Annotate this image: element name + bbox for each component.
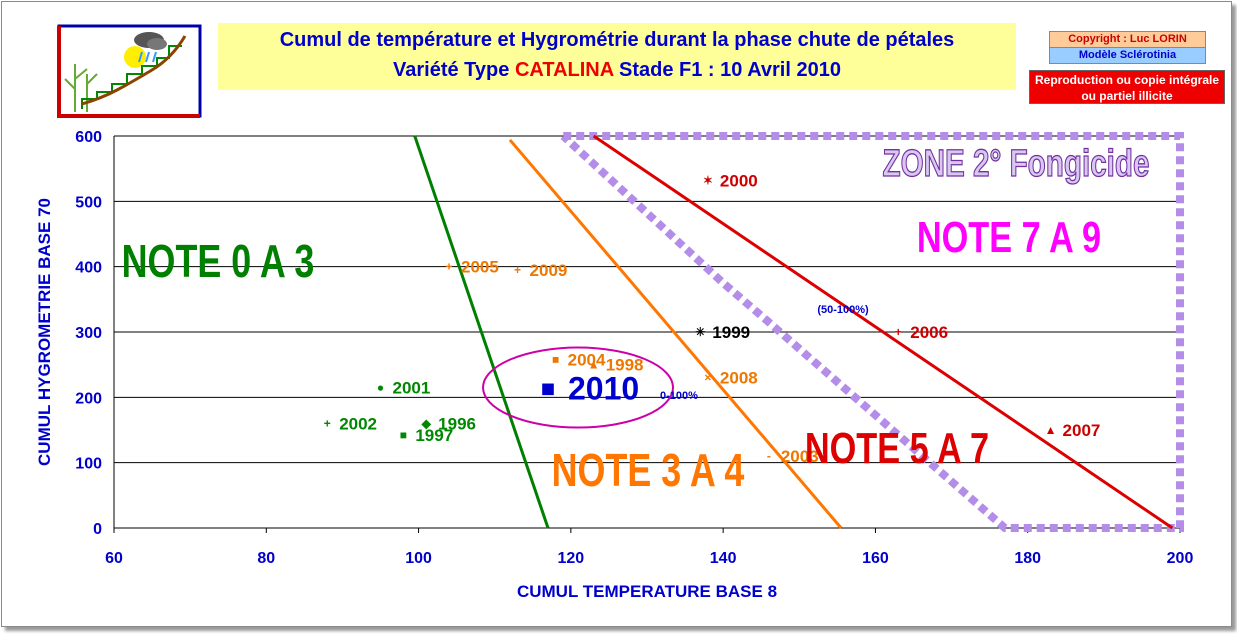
x-tick-label: 160 — [862, 550, 889, 567]
y-tick-label: 600 — [75, 129, 102, 146]
range-50-100-label: (50-100%) — [817, 304, 869, 316]
point-2003-label: 2003 — [781, 447, 819, 466]
point-2001-marker: ● — [377, 381, 384, 395]
note-3-a-4-label: NOTE 3 A 4 — [552, 445, 745, 496]
x-tick-label: 120 — [558, 550, 585, 567]
note-0-a-3-label: NOTE 0 A 3 — [122, 236, 315, 287]
point-2002-label: 2002 — [339, 414, 377, 433]
x-tick-label: 60 — [105, 550, 123, 567]
chart-subtitle: Variété Type CATALINA Stade F1 : 10 Avri… — [218, 59, 1016, 82]
y-tick-label: 300 — [75, 325, 102, 342]
point-2007-label: 2007 — [1063, 421, 1101, 440]
variety-prefix: Variété Type — [393, 59, 510, 81]
x-axis-label: CUMUL TEMPERATURE BASE 8 — [517, 582, 777, 601]
y-tick-label: 200 — [75, 390, 102, 407]
chart-title: Cumul de température et Hygrométrie dura… — [279, 29, 955, 51]
point-2004-label: 2004 — [568, 350, 606, 369]
y-tick-label: 500 — [75, 194, 102, 211]
x-tick-label: 140 — [710, 550, 737, 567]
point-2010-label: 2010 — [568, 371, 639, 407]
point-1998-label: 1998 — [606, 356, 644, 375]
point-2009-label: 2009 — [530, 261, 568, 280]
point-1998-marker: ▲ — [588, 358, 600, 372]
point-2006-label: 2006 — [910, 323, 948, 342]
point-2005-label: 2005 — [461, 258, 499, 277]
point-2000-marker: ✶ — [703, 173, 713, 187]
point-2001-label: 2001 — [393, 379, 431, 398]
point-1997-label: 1997 — [415, 426, 453, 445]
point-2010-marker: ■ — [541, 376, 556, 403]
y-tick-label: 0 — [93, 521, 102, 538]
note-5-a-7-label: NOTE 5 A 7 — [805, 424, 989, 473]
point-2007-marker: ▲ — [1045, 423, 1057, 437]
point-2002-marker: + — [324, 416, 331, 430]
point-1996-label: 1996 — [438, 414, 476, 433]
point-1997-marker: ■ — [400, 428, 407, 442]
highlight-2010-ellipse — [482, 346, 675, 429]
point-2006-marker: + — [895, 325, 902, 339]
x-tick-label: 180 — [1014, 550, 1041, 567]
stage-date: Stade F1 : 10 Avril 2010 — [619, 59, 841, 81]
point-1999-label: 1999 — [712, 323, 750, 342]
x-tick-label: 80 — [257, 550, 275, 567]
y-axis-label: CUMUL HYGROMETRIE BASE 70 — [35, 198, 54, 466]
point-2000-label: 2000 — [720, 171, 758, 190]
variety-name: CATALINA — [514, 59, 614, 81]
y-tick-label: 400 — [75, 260, 102, 277]
threshold-line-red — [592, 134, 1174, 530]
x-tick-label: 100 — [405, 550, 432, 567]
point-2004-marker: ■ — [552, 352, 559, 366]
logo-icon — [57, 24, 202, 118]
point-1996-marker: ◆ — [421, 416, 432, 430]
point-2005-marker: + — [446, 260, 453, 274]
point-2008-label: 2008 — [720, 369, 758, 388]
point-2008-marker: × — [704, 371, 711, 385]
point-2009-marker: + — [514, 263, 521, 277]
note-7-a-9-label: NOTE 7 A 9 — [917, 213, 1101, 262]
threshold-line-orange — [508, 138, 843, 529]
threshold-line-green — [413, 135, 550, 529]
zone-2-fongicide-label: ZONE 2° Fongicide — [883, 143, 1150, 185]
point-1999-marker: ✳ — [695, 325, 705, 339]
model-label: Modèle Sclérotinia — [1049, 47, 1206, 64]
range-0-100-label: 0-100% — [660, 390, 698, 402]
zone-2-fongicide-outline — [560, 132, 1184, 532]
point-2003-marker: - — [767, 449, 771, 463]
x-tick-label: 200 — [1167, 550, 1194, 567]
y-tick-label: 100 — [75, 456, 102, 473]
reproduction-warning: Reproduction ou copie intégrale ou parti… — [1029, 70, 1225, 104]
title-box: Cumul de température et Hygrométrie dura… — [218, 23, 1016, 90]
